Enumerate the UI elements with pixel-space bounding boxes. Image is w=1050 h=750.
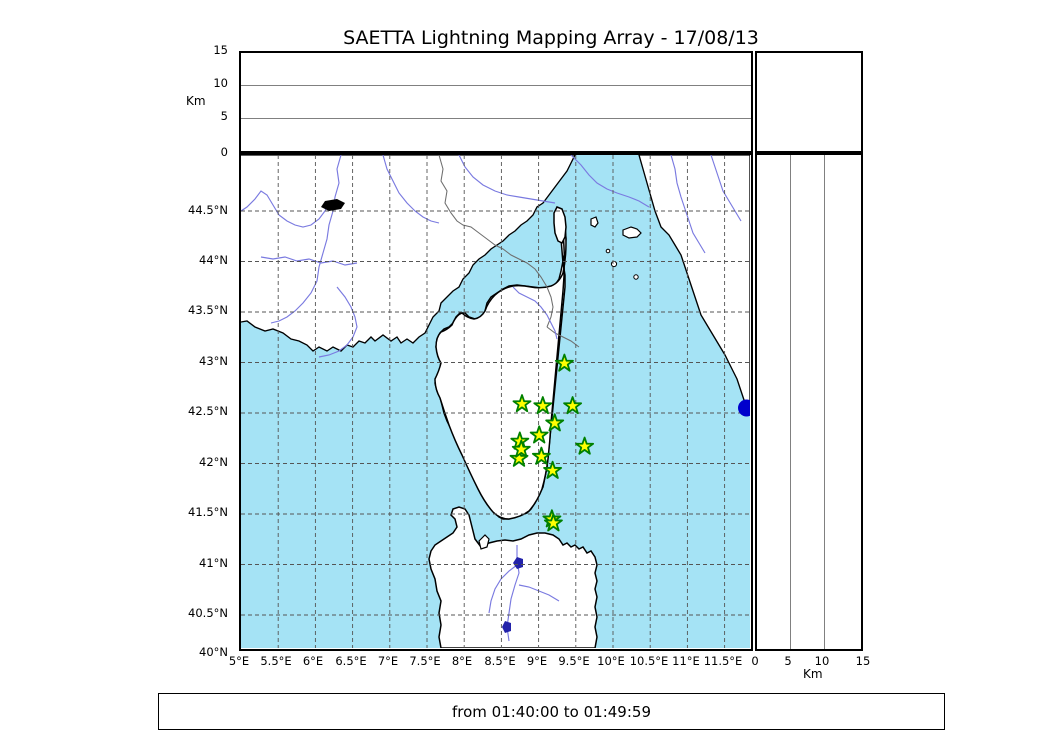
elba-island — [622, 226, 642, 239]
tick-lat-44: 44°N — [199, 253, 228, 267]
giglio-island — [633, 274, 639, 280]
latitude-vs-altitude-panel[interactable] — [755, 153, 863, 651]
tick-lon-8: 8°E — [451, 654, 473, 668]
altitude-vs-range-panel[interactable] — [755, 51, 863, 153]
river-durance — [260, 256, 358, 266]
tick-alt-10: 10 — [213, 76, 228, 90]
tick-range-0: 0 — [751, 654, 759, 668]
montecristo-island — [610, 260, 618, 268]
tick-lat-42.5: 42.5°N — [188, 404, 228, 418]
tick-lat-41: 41°N — [199, 556, 228, 570]
vhf-sources — [738, 399, 750, 417]
time-range-status-box: from 01:40:00 to 01:49:59 — [158, 693, 945, 730]
river-tributary-b — [318, 286, 358, 358]
map-gridlines — [241, 155, 750, 648]
italy-internal-border-1 — [546, 326, 580, 348]
range-axis-label: Km — [803, 667, 823, 681]
tick-lon-5: 5°E — [228, 654, 250, 668]
tick-alt-5: 5 — [220, 109, 228, 123]
map-canvas — [241, 155, 750, 648]
tick-lon-10.5: 10.5°E — [629, 654, 669, 668]
tick-lon-7.5: 7.5°E — [409, 654, 441, 668]
page-title: SAETTA Lightning Mapping Array - 17/08/1… — [343, 27, 759, 49]
tick-lat-40: 40°N — [199, 645, 228, 659]
river-tributary-a — [241, 190, 330, 228]
land-polygons — [241, 155, 642, 648]
tick-lat-43: 43°N — [199, 354, 228, 368]
gridline-alt-10 — [241, 85, 751, 86]
gridline-range-5 — [790, 155, 791, 649]
tick-lon-10: 10°E — [597, 654, 625, 668]
tick-alt-0: 0 — [220, 145, 228, 159]
time-range-text: from 01:40:00 to 01:49:59 — [451, 702, 651, 721]
tick-lon-5.5: 5.5°E — [260, 654, 292, 668]
lakes — [502, 557, 523, 633]
tick-lon-9.5: 9.5°E — [558, 654, 590, 668]
tick-alt-15: 15 — [213, 43, 228, 57]
capraia-island — [590, 216, 599, 228]
tick-lon-11.5: 11.5°E — [703, 654, 743, 668]
tick-lon-6: 6°E — [302, 654, 324, 668]
tick-lat-43.5: 43.5°N — [188, 303, 228, 317]
tick-range-5: 5 — [784, 654, 792, 668]
altitude-vs-longitude-panel[interactable] — [239, 51, 753, 153]
river-rhone — [270, 155, 342, 324]
tick-lon-11: 11°E — [672, 654, 700, 668]
asinara-island — [478, 534, 490, 550]
tick-lon-7: 7°E — [377, 654, 399, 668]
political-borders — [438, 155, 580, 348]
lake-sardinia-1 — [513, 557, 523, 569]
lake-mainland — [321, 199, 345, 211]
tick-lat-44.5: 44.5°N — [188, 203, 228, 217]
river-arno — [570, 155, 650, 208]
sardinia-landmass — [428, 506, 598, 648]
tick-lon-6.5: 6.5°E — [335, 654, 367, 668]
cap-corse — [553, 206, 567, 245]
gridline-alt-5 — [241, 117, 751, 119]
altitude-axis-label: Km — [186, 94, 206, 108]
france-italy-border — [438, 155, 554, 328]
geographic-map-panel[interactable] — [239, 153, 753, 651]
tick-lat-40.5: 40.5°N — [188, 606, 228, 620]
pianosa-island — [605, 248, 611, 254]
gridline-range-10 — [824, 155, 825, 649]
river-corsica-golo — [512, 286, 558, 340]
lake-sardinia-2 — [502, 621, 511, 633]
vhf-source-marker — [738, 399, 750, 417]
tick-lon-8.5: 8.5°E — [484, 654, 516, 668]
tick-range-10: 10 — [814, 654, 830, 668]
tick-range-15: 15 — [855, 654, 871, 668]
tick-lon-9: 9°E — [526, 654, 548, 668]
tick-lat-42: 42°N — [199, 455, 228, 469]
tick-lat-41.5: 41.5°N — [188, 505, 228, 519]
river-tiber — [670, 155, 706, 254]
river-tributary-c — [382, 155, 440, 224]
river-sardinia-2 — [488, 564, 518, 614]
